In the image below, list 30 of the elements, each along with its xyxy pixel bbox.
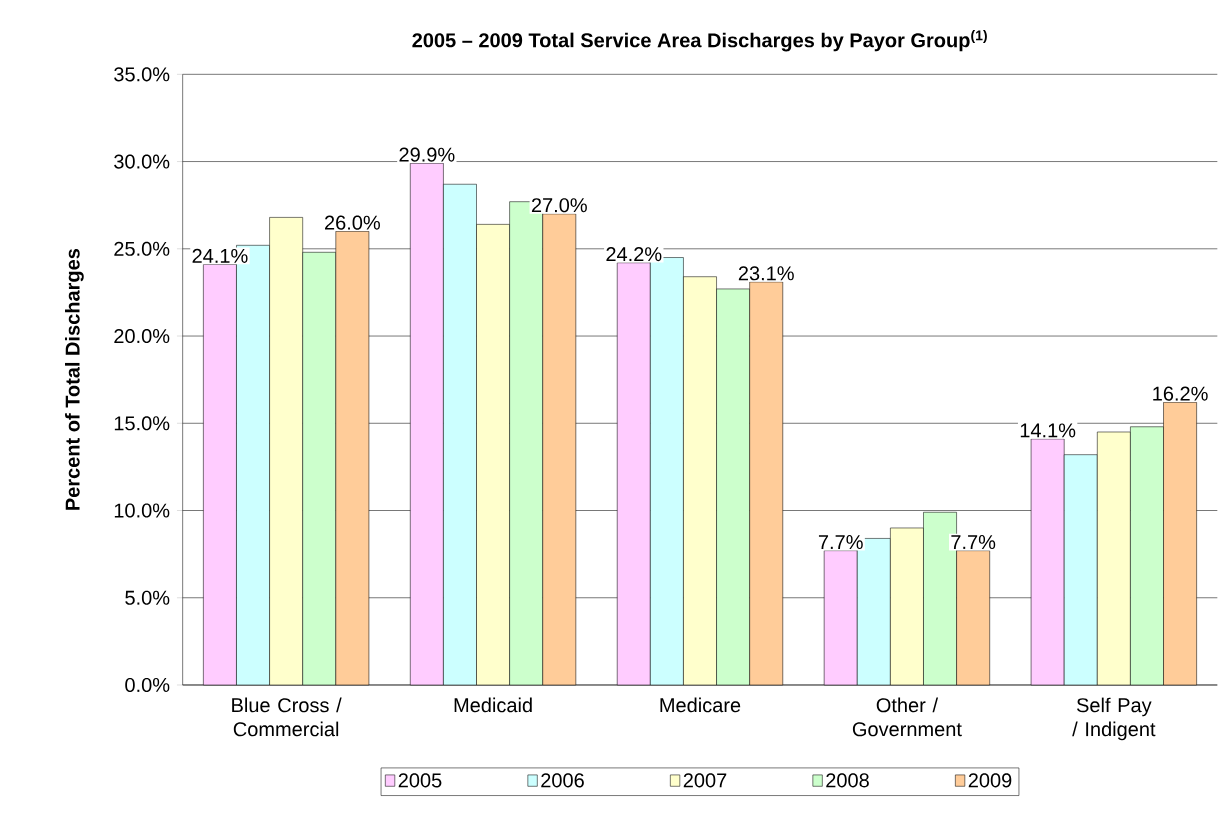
y-tick-label: 15.0% — [114, 416, 170, 431]
data-label: 26.0% — [325, 215, 380, 230]
y-tick-label: 10.0% — [114, 503, 170, 518]
legend-label: 2007 — [683, 773, 727, 788]
y-tick-label: 0.0% — [125, 677, 170, 693]
x-tick-label: Medicaid — [454, 697, 532, 713]
legend-label: 2005 — [398, 773, 442, 788]
x-tick-label: Other / Government — [852, 697, 962, 737]
chart-title: 2005 – 2009 Total Service Area Discharges by Payor Group$^{(1)}$ — [412, 30, 987, 52]
legend-label: 2006 — [541, 773, 584, 788]
data-label: 29.9% — [399, 147, 455, 162]
data-label: 23.1% — [738, 266, 794, 281]
y-tick-label: 30.0% — [114, 154, 170, 169]
data-label: 27.0% — [531, 198, 587, 213]
x-tick-label: Medicare — [660, 697, 741, 713]
y-tick-label: 20.0% — [114, 328, 170, 344]
y-tick-label: 25.0% — [114, 241, 170, 256]
data-label: 7.7% — [818, 535, 863, 550]
data-label: 24.1% — [192, 248, 248, 263]
y-axis-title: Percent of Total Discharges — [65, 248, 84, 510]
y-tick-label: 35.0% — [114, 67, 170, 82]
data-label: 14.1% — [1020, 423, 1076, 438]
legend-label: 2009 — [968, 773, 1012, 788]
data-label: 16.2% — [1153, 386, 1208, 401]
x-tick-label: Self Pay / Indigent — [1072, 697, 1156, 741]
x-tick-label: Blue Cross / Commercial — [232, 697, 342, 737]
data-label: 7.7% — [951, 535, 996, 550]
data-label: 24.2% — [606, 247, 662, 262]
y-tick-label: 5.0% — [125, 590, 170, 605]
legend-label: 2008 — [826, 773, 869, 788]
